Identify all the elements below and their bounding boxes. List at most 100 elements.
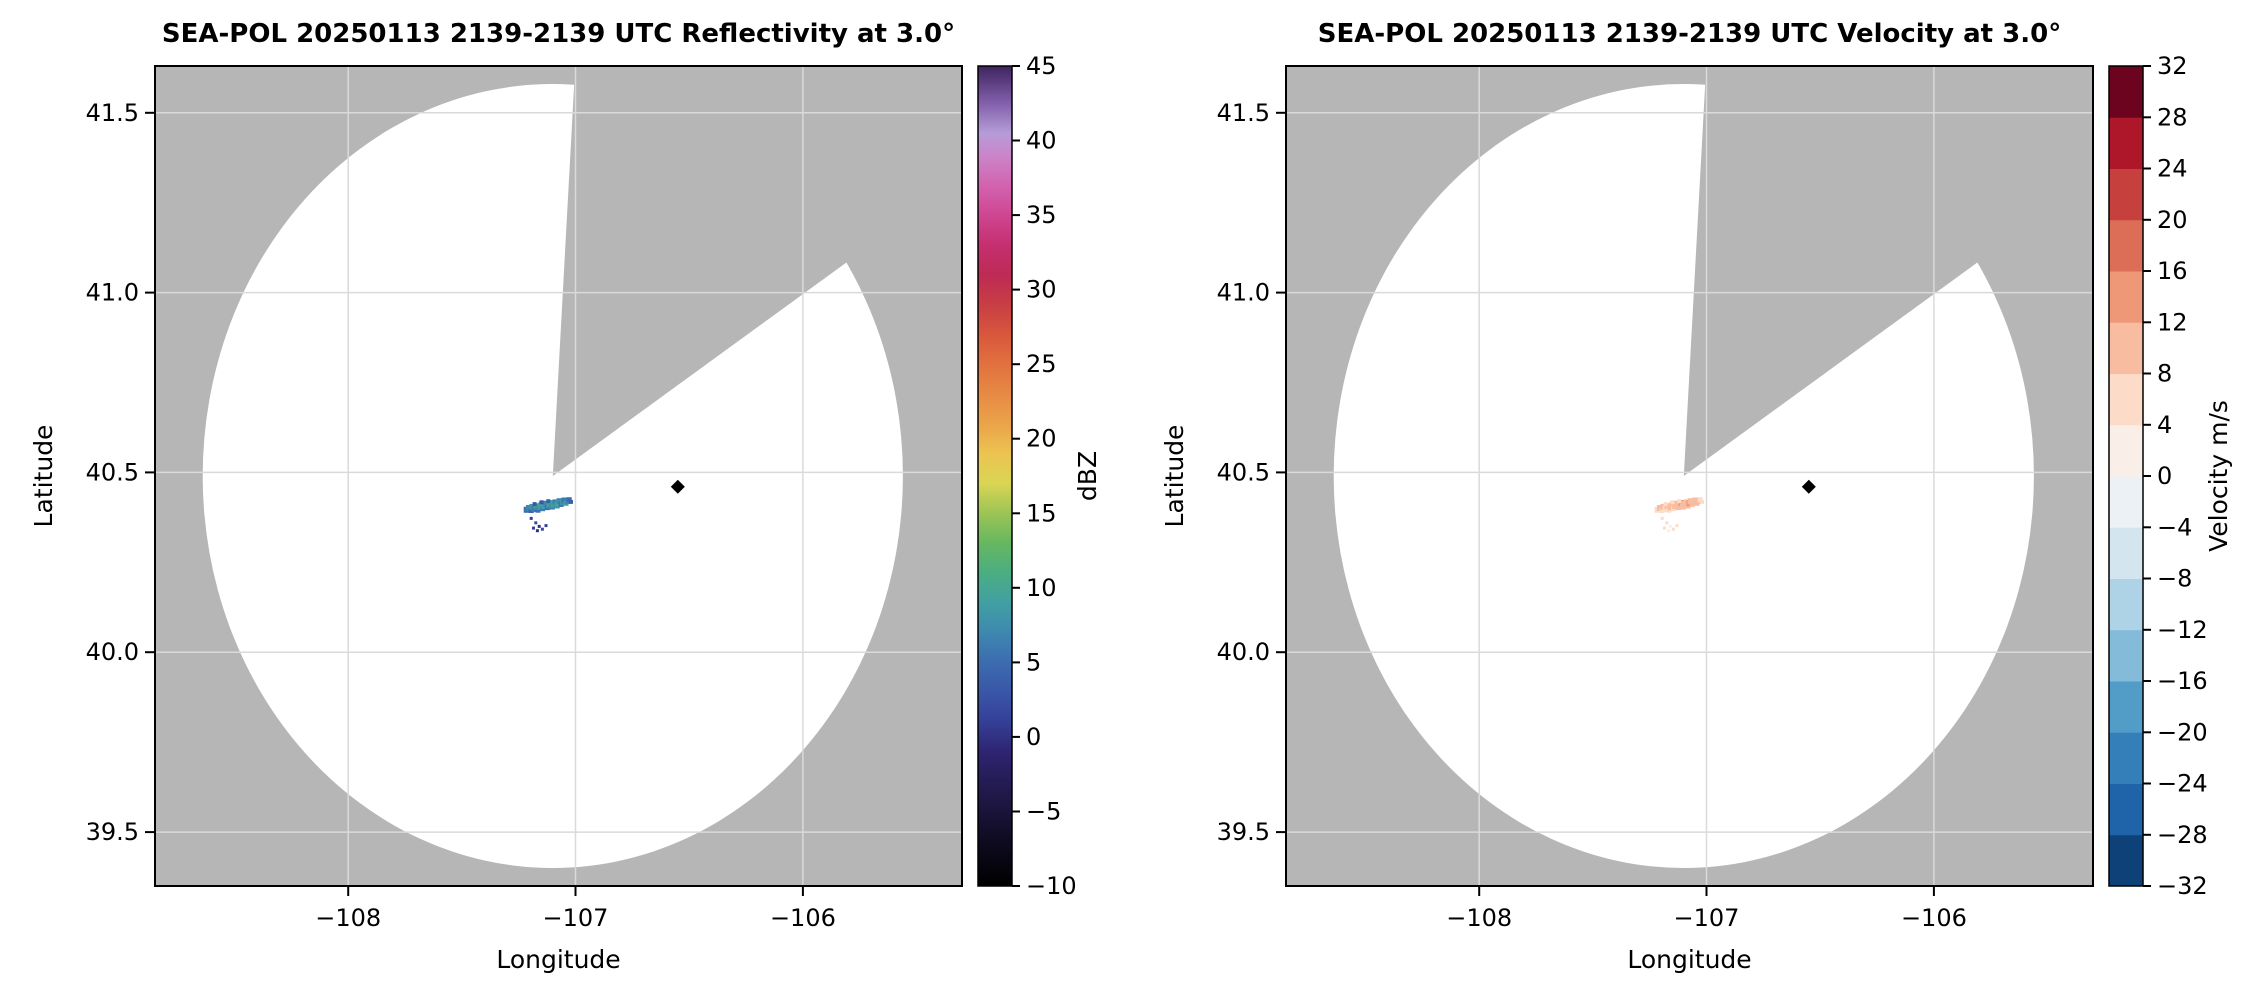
x-axis-label: Longitude <box>1627 945 1751 974</box>
colorbar-tick-label: 16 <box>2157 257 2188 285</box>
radar-gate-point <box>1668 524 1672 528</box>
colorbar-tick-label: 25 <box>1026 350 1057 378</box>
colorbar-bin <box>2109 527 2143 579</box>
location-marker-diamond <box>1801 479 1816 494</box>
colorbar-tick-label: 28 <box>2157 103 2188 131</box>
colorbar-label: dBZ <box>1073 451 1102 501</box>
y-tick-label: 39.5 <box>86 818 139 846</box>
plot-title: SEA-POL 20250113 2139-2139 UTC Reflectiv… <box>162 19 955 49</box>
colorbar-tick-label: 15 <box>1026 499 1057 527</box>
colorbar-tick-label: 24 <box>2157 155 2188 183</box>
colorbar-tick-label: −28 <box>2157 821 2208 849</box>
colorbar-tick-label: 0 <box>1026 723 1041 751</box>
radar-gate-point <box>1663 502 1668 507</box>
plot-border <box>154 65 963 887</box>
colorbar-bin <box>2109 271 2143 323</box>
colorbar-tick-label: 10 <box>1026 574 1057 602</box>
colorbar-tick-label: −12 <box>2157 616 2208 644</box>
y-axis-label: Latitude <box>1160 425 1189 528</box>
radar-gate-point <box>561 497 568 504</box>
plot-border <box>1285 65 2094 887</box>
x-tick-label: −106 <box>1901 904 1967 932</box>
colorbar-tick-label: −20 <box>2157 718 2208 746</box>
x-axis-label: Longitude <box>496 945 620 974</box>
radar-gate-point <box>1677 499 1682 504</box>
colorbar-bin <box>2109 629 2143 682</box>
colorbar-tick-label: −5 <box>1026 798 1061 826</box>
radar-gate-point <box>1659 508 1665 513</box>
radar-gate-point <box>552 499 558 505</box>
radar-gate-point <box>1687 498 1694 505</box>
y-tick-label: 40.0 <box>1217 638 1270 666</box>
radar-gate-point <box>1665 521 1669 525</box>
colorbar-bin <box>2109 66 2143 118</box>
location-marker-diamond <box>670 479 685 494</box>
colorbar-bin <box>2109 219 2143 272</box>
velocity-plot: −108 −107 −106 39.5 40.0 40.5 41.0 41.5 SEA-POL … <box>1160 19 2233 974</box>
colorbar-tick-label: −32 <box>2157 872 2208 900</box>
radar-gate-point <box>1683 499 1689 505</box>
colorbar-tick-label: 30 <box>1026 276 1057 304</box>
radar-gate-point <box>544 524 548 528</box>
colorbar-tick-label: 45 <box>1026 52 1057 80</box>
colorbar-tick-label: 0 <box>2157 462 2172 490</box>
colorbar-tick-label: −24 <box>2157 770 2208 798</box>
radar-gate-point <box>1692 497 1699 504</box>
radar-gate-point <box>533 503 540 510</box>
reflectivity-panel: −108 −107 −106 39.5 40.0 40.5 41.0 41.5 SEA-POL … <box>29 19 1102 974</box>
radar-gate-point <box>528 508 534 513</box>
colorbar-bin <box>2109 578 2143 631</box>
y-tick-label: 41.0 <box>1217 279 1270 307</box>
y-tick-label: 40.5 <box>1217 458 1270 486</box>
y-tick-label: 40.0 <box>86 638 139 666</box>
reflectivity-plot: −108 −107 −106 39.5 40.0 40.5 41.0 41.5 SEA-POL … <box>29 19 1102 974</box>
colorbar-border <box>977 65 1013 887</box>
velocity-panel: −108 −107 −106 39.5 40.0 40.5 41.0 41.5 SEA-POL … <box>1131 0 2262 990</box>
radar-gate-point <box>566 497 572 503</box>
colorbar-bin <box>2109 834 2143 887</box>
plot-title: SEA-POL 20250113 2139-2139 UTC Velocity … <box>1318 19 2061 49</box>
colorbar-tick-label: 20 <box>1026 425 1057 453</box>
radar-gate-point <box>529 516 533 520</box>
radar-gate-point <box>546 499 551 504</box>
radar-gate-point <box>534 521 538 525</box>
colorbar-bin <box>2109 681 2143 733</box>
y-tick-label: 40.5 <box>86 458 139 486</box>
colorbar-tick-label: 32 <box>2157 52 2188 80</box>
radar-gate-point <box>1670 500 1675 505</box>
colorbar-bin <box>2109 476 2143 528</box>
colorbar-bin <box>2109 117 2143 169</box>
x-tick-label: −106 <box>770 904 836 932</box>
colorbar-tick-label: 20 <box>2157 206 2188 234</box>
colorbar-bin <box>2109 322 2143 374</box>
x-tick-label: −108 <box>315 904 381 932</box>
colorbar-tick-label: −8 <box>2157 565 2192 593</box>
colorbar-bin <box>2109 424 2143 477</box>
colorbar-bin <box>2109 732 2143 784</box>
radar-gate-point <box>539 500 544 505</box>
blocked-sector-wedge <box>552 66 962 476</box>
radar-gate-point <box>1697 497 1703 503</box>
radar-gate-point <box>537 524 541 528</box>
colorbar-label: Velocity m/s <box>2204 400 2233 552</box>
radar-gate-point <box>540 527 544 531</box>
radar-gate-point <box>532 526 535 530</box>
x-tick-label: −107 <box>1674 904 1740 932</box>
colorbar-tick-label: 4 <box>2157 411 2172 439</box>
y-tick-label: 41.0 <box>86 279 139 307</box>
y-tick-label: 39.5 <box>1217 818 1270 846</box>
colorbar-tick-label: 12 <box>2157 308 2188 336</box>
y-axis-label: Latitude <box>29 425 58 528</box>
colorbar-tick-label: −4 <box>2157 513 2192 541</box>
colorbar-tick-label: 35 <box>1026 201 1057 229</box>
radar-gate-point <box>1666 529 1670 533</box>
colorbar-tick-label: −16 <box>2157 667 2208 695</box>
radar-gate-point <box>1663 526 1666 530</box>
colorbar-tick-label: −10 <box>1026 872 1077 900</box>
x-tick-label: −107 <box>543 904 609 932</box>
radar-gate-point <box>1660 516 1664 520</box>
y-tick-label: 41.5 <box>86 99 139 127</box>
blocked-sector-wedge <box>1683 66 2093 476</box>
radar-gate-point <box>569 499 573 504</box>
